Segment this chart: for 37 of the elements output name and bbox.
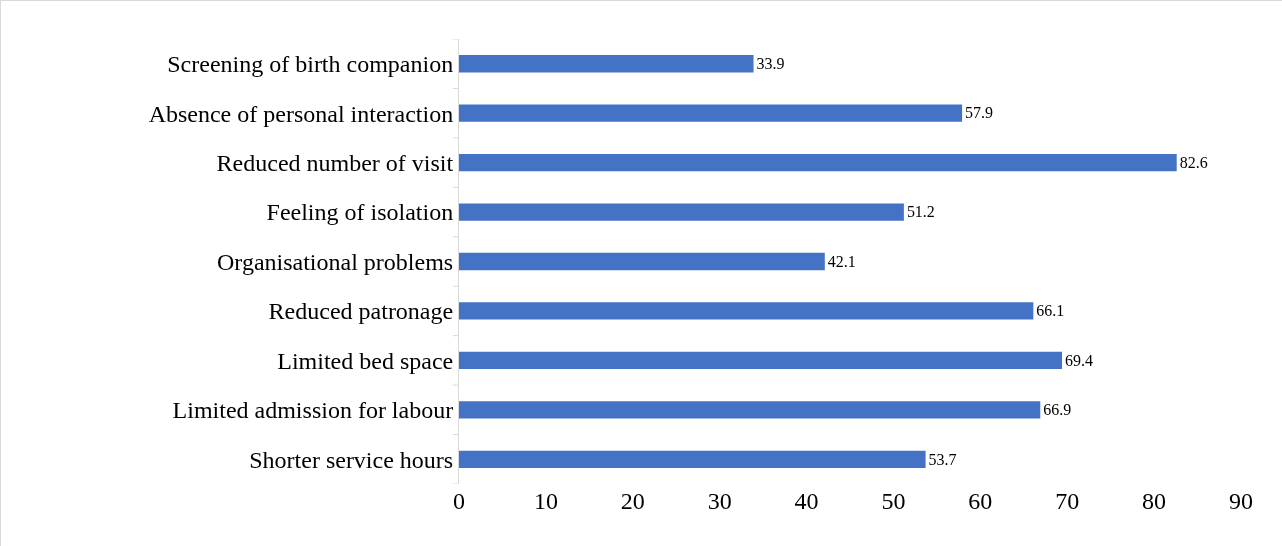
data-label: 66.9 xyxy=(1043,401,1072,419)
y-tick-label: Reduced number of visit xyxy=(216,150,454,177)
x-tick-label: 30 xyxy=(707,488,732,514)
y-tick-label: Absence of personal interaction xyxy=(148,100,454,127)
y-tick-label: Reduced patronage xyxy=(268,298,454,325)
x-tick-label: 90 xyxy=(1229,488,1253,514)
bar xyxy=(459,252,825,271)
x-tick-label: 0 xyxy=(453,488,465,514)
bar xyxy=(459,401,1041,419)
bar xyxy=(459,104,963,122)
bar xyxy=(459,351,1063,370)
y-tick-label: Limited bed space xyxy=(277,347,454,374)
data-label: 66.1 xyxy=(1036,302,1065,320)
data-label: 51.2 xyxy=(906,203,935,221)
y-tick-label: Organisational problems xyxy=(217,248,454,275)
y-tick-label: Feeling of isolation xyxy=(266,199,454,226)
data-label: 82.6 xyxy=(1179,153,1208,171)
x-tick-label: 40 xyxy=(794,488,819,514)
x-tick-label: 20 xyxy=(620,488,645,514)
bar xyxy=(459,153,1177,172)
y-tick-label: Shorter service hours xyxy=(249,446,454,473)
bar xyxy=(459,55,754,73)
x-tick-label: 60 xyxy=(968,488,993,514)
data-label: 33.9 xyxy=(756,55,785,73)
bar xyxy=(459,203,904,221)
bar xyxy=(459,302,1034,320)
y-tick-label: Screening of birth companion xyxy=(167,51,454,78)
data-label: 42.1 xyxy=(827,252,856,270)
x-tick-label: 70 xyxy=(1055,488,1080,514)
data-label: 53.7 xyxy=(928,450,957,468)
x-tick-label: 50 xyxy=(881,488,906,514)
data-label: 69.4 xyxy=(1065,351,1093,369)
x-tick-label: 10 xyxy=(533,488,558,514)
x-tick-label: 80 xyxy=(1142,488,1167,514)
y-tick-label: Limited admission for labour xyxy=(172,397,454,424)
bar xyxy=(459,450,926,468)
data-label: 57.9 xyxy=(965,104,994,122)
